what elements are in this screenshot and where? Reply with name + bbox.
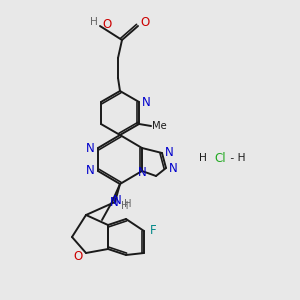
Text: N: N — [169, 161, 177, 175]
Text: Me: Me — [152, 121, 167, 131]
Text: N: N — [138, 167, 146, 179]
Text: N: N — [112, 194, 122, 208]
Text: Cl: Cl — [214, 152, 226, 164]
Text: N: N — [85, 142, 94, 154]
Text: N: N — [142, 95, 150, 109]
Text: - H: - H — [227, 153, 245, 163]
Text: H: H — [199, 153, 207, 163]
Text: N: N — [85, 164, 94, 178]
Text: N: N — [110, 196, 118, 209]
Text: H: H — [90, 17, 98, 27]
Text: O: O — [140, 16, 150, 29]
Text: O: O — [74, 250, 82, 263]
Text: H: H — [121, 201, 129, 211]
Text: N: N — [165, 146, 173, 160]
Text: F: F — [150, 224, 156, 238]
Text: H: H — [124, 199, 132, 209]
Text: O: O — [102, 19, 111, 32]
